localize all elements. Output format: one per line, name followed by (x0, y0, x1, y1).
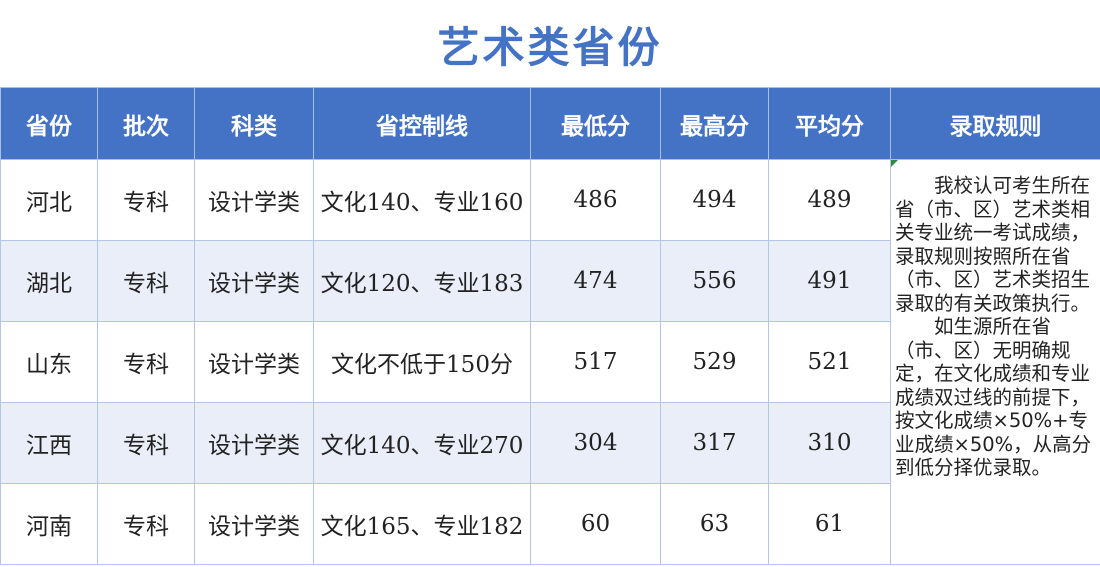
comment-marker-icon (891, 160, 898, 167)
cell-avg: 310 (768, 402, 891, 484)
cell-min: 60 (530, 483, 661, 565)
table-row: 河北 专科 设计学类 文化140、专业160 486 494 489 我校认可考生所在省（市… (0, 159, 1100, 565)
table-row: 河南 专科 设计学类 文化165、专业182 60 63 61 (0, 483, 1100, 565)
cell-category: 设计学类 (194, 402, 314, 484)
cell-avg: 521 (768, 321, 891, 403)
cell-category: 设计学类 (194, 483, 314, 565)
cell-min: 517 (530, 321, 661, 403)
cell-rules: 我校认可考生所在省（市、区）艺术类相关专业统一考试成绩，录取规则按照所在省（市、… (890, 159, 1100, 565)
cell-avg: 491 (768, 240, 891, 322)
cell-category: 设计学类 (194, 240, 314, 322)
header-row: 省份 批次 科类 省控制线 最低分 最高分 平均分 录取规则 (0, 87, 1100, 160)
cell-batch: 专科 (97, 483, 195, 565)
cell-avg: 489 (768, 159, 891, 241)
table-row: 山东 专科 设计学类 文化不低于150分 517 529 521 (0, 321, 1100, 403)
cell-control-line: 文化165、专业182 (313, 483, 531, 565)
header-max-score: 最高分 (660, 87, 769, 160)
table-row: 湖北 专科 设计学类 文化120、专业183 474 556 491 (0, 240, 1100, 322)
cell-batch: 专科 (97, 402, 195, 484)
admission-table: 省份 批次 科类 省控制线 最低分 最高分 平均分 录取规则 河北 专科 设计学类文… (0, 87, 1100, 565)
header-province: 省份 (0, 87, 98, 160)
cell-batch: 专科 (97, 159, 195, 241)
cell-control-line: 文化不低于150分 (313, 321, 531, 403)
cell-min: 486 (530, 159, 661, 241)
cell-category: 设计学类 (194, 321, 314, 403)
cell-max: 529 (660, 321, 769, 403)
cell-control-line: 文化120、专业183 (313, 240, 531, 322)
cell-batch: 专科 (97, 321, 195, 403)
page-title: 艺术类省份 (437, 23, 663, 72)
cell-category: 设计学类 (194, 159, 314, 241)
cell-province: 河北 (0, 159, 98, 241)
cell-max: 556 (660, 240, 769, 322)
cell-control-line: 文化140、专业160 (313, 159, 531, 241)
cell-batch: 专科 (97, 240, 195, 322)
cell-max: 63 (660, 483, 769, 565)
cell-min: 474 (530, 240, 661, 322)
cell-province: 河南 (0, 483, 98, 565)
cell-province: 江西 (0, 402, 98, 484)
cell-min: 304 (530, 402, 661, 484)
cell-max: 317 (660, 402, 769, 484)
header-avg-score: 平均分 (768, 87, 891, 160)
header-batch: 批次 (97, 87, 195, 160)
header-rules: 录取规则 (890, 87, 1100, 160)
cell-province: 湖北 (0, 240, 98, 322)
header-min-score: 最低分 (530, 87, 661, 160)
cell-avg: 61 (768, 483, 891, 565)
header-category: 科类 (194, 87, 314, 160)
cell-control-line: 文化140、专业270 (313, 402, 531, 484)
cell-province: 山东 (0, 321, 98, 403)
rules-text: 我校认可考生所在省（市、区）艺术类相关专业统一考试成绩，录取规则按照所在省（市、… (895, 174, 1092, 479)
header-control-line: 省控制线 (313, 87, 531, 160)
cell-max: 494 (660, 159, 769, 241)
